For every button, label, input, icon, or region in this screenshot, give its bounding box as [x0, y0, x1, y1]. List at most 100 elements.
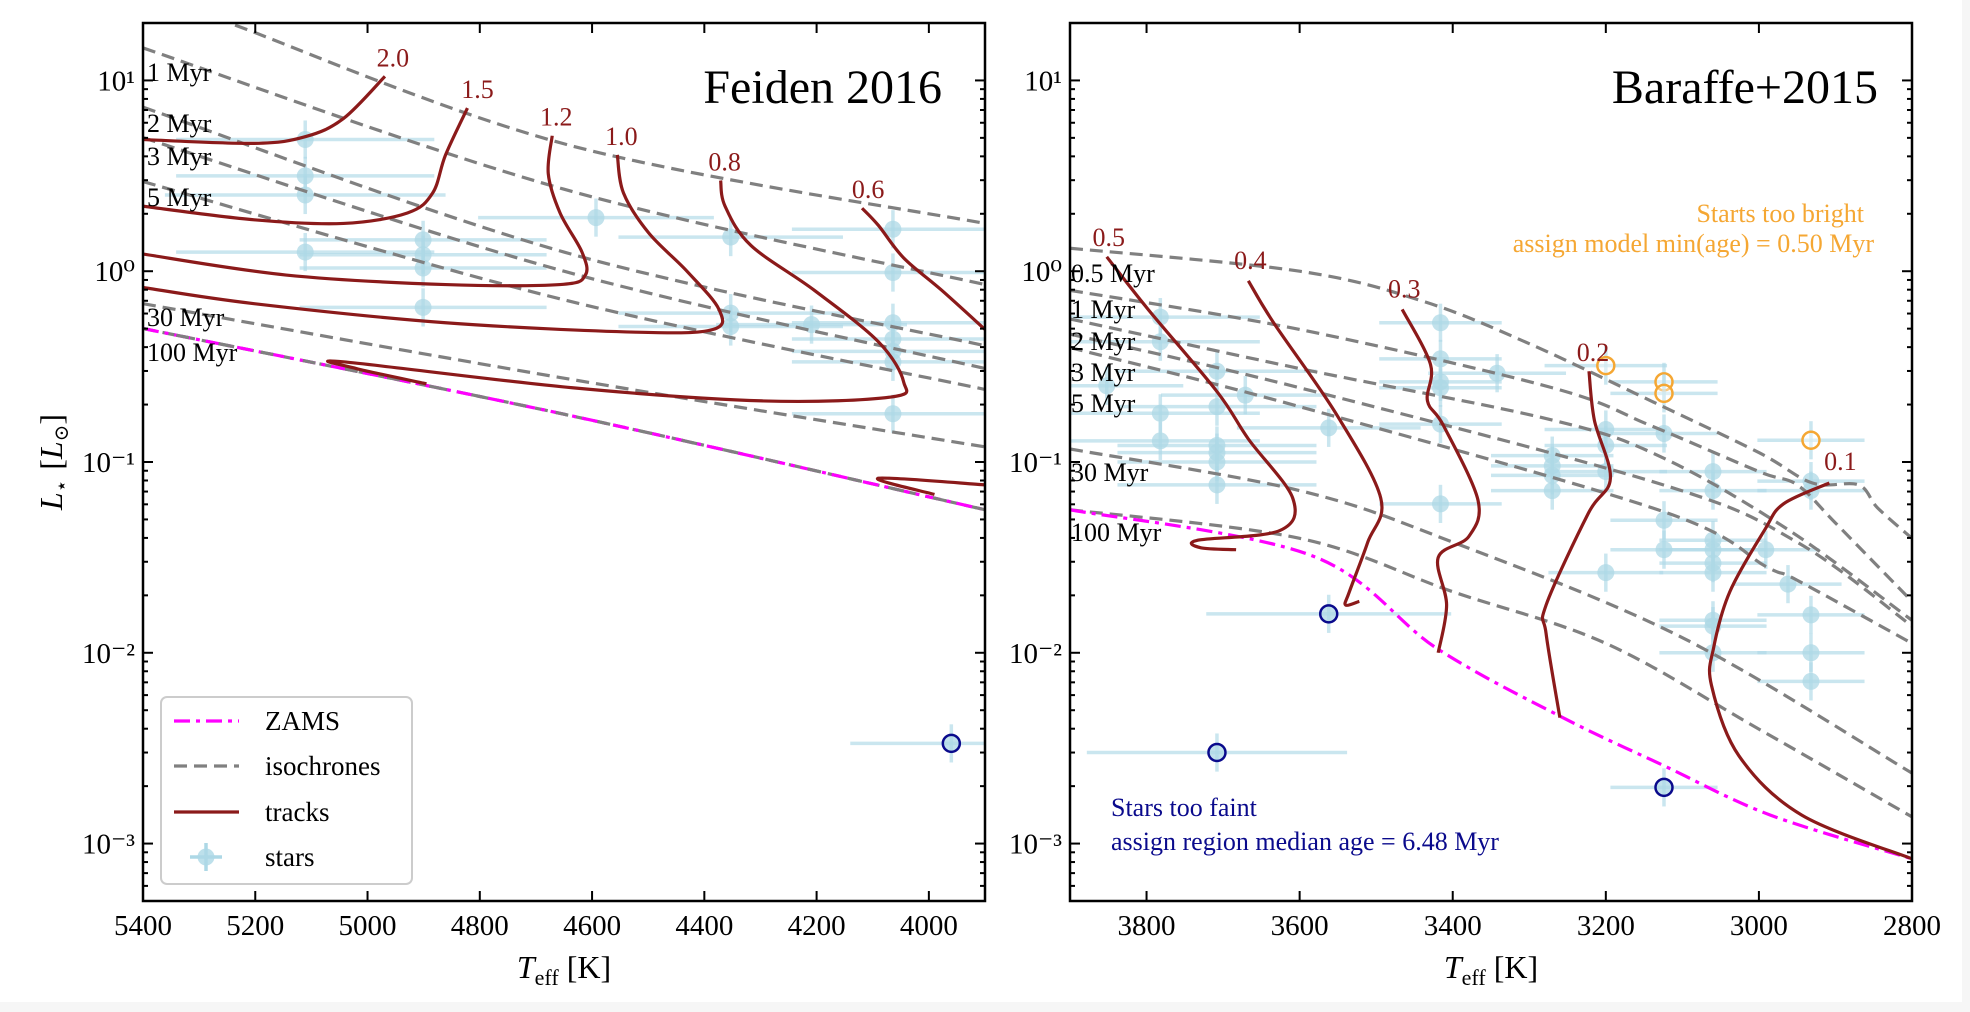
track-mass-label: 1.0 — [605, 122, 638, 151]
x-tick-label: 4600 — [563, 910, 621, 942]
star-marker — [296, 243, 314, 261]
mass-track-line — [860, 207, 985, 331]
x-tick-label: 5000 — [339, 910, 397, 942]
legend: ZAMS isochrones tracks stars — [160, 696, 413, 885]
isochrone-line — [143, 136, 985, 371]
isochrone-line — [234, 23, 985, 226]
mass-track-line — [143, 75, 387, 145]
isochrone-age-label: 100 Myr — [1071, 518, 1162, 547]
star-marker-too-faint — [1207, 742, 1227, 763]
star-point — [1548, 553, 1664, 592]
isochrone-age-label: 5 Myr — [147, 183, 212, 212]
star-point — [1236, 408, 1421, 447]
star-marker-too-faint — [1318, 604, 1339, 624]
star-marker — [1655, 511, 1673, 529]
mass-track-line — [876, 476, 985, 496]
track-mass-label: 0.3 — [1388, 274, 1421, 303]
star-marker-too-bright — [1654, 383, 1674, 404]
x-tick-label: 3000 — [1730, 910, 1788, 942]
mass-track-line — [1105, 255, 1297, 552]
x-tick-label: 4200 — [788, 910, 846, 942]
mass-track-line — [143, 154, 725, 335]
isochrone-age-label: 3 Myr — [1071, 358, 1136, 387]
mass-track-line — [1400, 308, 1481, 654]
isochrone-age-label: 1 Myr — [1071, 295, 1136, 324]
track-mass-label: 1.2 — [540, 103, 573, 132]
star-point — [1712, 530, 1820, 569]
x-axis-label: Teff [K] — [517, 949, 611, 990]
legend-label: ZAMS — [265, 706, 340, 736]
star-marker — [1704, 564, 1722, 582]
star-point — [791, 253, 985, 292]
star-point — [791, 394, 985, 433]
annotation-too-bright: assign model min(age) = 0.50 Myr — [1513, 229, 1875, 258]
track-mass-label: 0.4 — [1234, 246, 1267, 275]
star-point — [1086, 733, 1348, 772]
x-axis-label: Teff [K] — [1444, 949, 1538, 990]
star-marker — [722, 318, 740, 336]
legend-item-zams: ZAMS — [174, 706, 340, 736]
star-marker — [1543, 482, 1561, 500]
isochrone-line — [143, 46, 985, 287]
mass-track-line — [1246, 279, 1384, 607]
star-point — [1544, 346, 1668, 385]
isochrone-age-label: 30 Myr — [1071, 458, 1149, 487]
star-marker — [1208, 398, 1226, 416]
mass-track-line — [143, 107, 469, 226]
stars — [1070, 297, 1865, 807]
x-tick-label: 2800 — [1883, 910, 1941, 942]
track-mass-label: 0.2 — [1577, 338, 1610, 367]
x-tick-label: 4400 — [675, 910, 733, 942]
annotation-too-faint: Stars too faint — [1111, 793, 1258, 822]
x-tick-label: 3200 — [1577, 910, 1635, 942]
star-marker — [1597, 564, 1615, 582]
star-point — [850, 724, 985, 763]
track-mass-label: 0.1 — [1824, 447, 1857, 476]
star-marker-too-faint — [1654, 777, 1674, 798]
star-point — [1379, 368, 1502, 407]
legend-box — [160, 696, 413, 885]
mass-track-line — [1707, 481, 1912, 861]
legend-label: stars — [265, 842, 315, 872]
star-marker — [1779, 575, 1797, 593]
star-marker — [1802, 644, 1820, 662]
star-point — [176, 120, 435, 159]
star-marker — [1098, 377, 1116, 395]
star-point — [1379, 484, 1502, 523]
y-tick-label: 10⁻³ — [1009, 829, 1062, 861]
panel-feiden-2016: 2.0 1.5 1.2 1.0 0.8 0.6 1 Myr 2 Myr 3 Myr 5 Myr 30… — [33, 21, 987, 990]
isochrone-line — [143, 326, 985, 512]
star-point — [1757, 662, 1865, 701]
star-marker — [1802, 672, 1820, 690]
star-point — [478, 198, 714, 237]
y-tick-label: 10⁻² — [1009, 638, 1062, 670]
y-axis-label: L⋆[L⊙] — [33, 414, 73, 511]
isochrone-line — [1070, 317, 1912, 622]
y-tick-label: 10⁻¹ — [82, 447, 135, 479]
star-marker — [1431, 379, 1449, 397]
star-point — [1070, 394, 1260, 433]
star-point — [1206, 594, 1452, 633]
panel-title: Feiden 2016 — [703, 61, 942, 114]
isochrone-line — [1070, 246, 1912, 540]
x-tick-label: 4000 — [900, 910, 958, 942]
isochrone-line — [143, 302, 985, 449]
y-tick-label: 10⁰ — [1021, 256, 1062, 288]
legend-item-isochrone: isochrones — [174, 751, 380, 781]
star-marker — [884, 405, 902, 423]
legend-item-track: tracks — [174, 797, 329, 827]
legend-star-swatch — [197, 848, 215, 866]
star-point — [1610, 768, 1718, 807]
star-point — [1610, 374, 1718, 413]
star-marker — [1802, 606, 1820, 624]
star-marker — [587, 209, 605, 227]
star-marker — [414, 298, 432, 316]
star-marker-too-bright — [1801, 430, 1821, 451]
mass-track-line — [143, 135, 589, 288]
star-point — [791, 210, 985, 249]
annotation-too-faint: assign region median age = 6.48 Myr — [1111, 827, 1499, 856]
star-marker — [884, 264, 902, 282]
isochrone-line — [1070, 346, 1912, 645]
